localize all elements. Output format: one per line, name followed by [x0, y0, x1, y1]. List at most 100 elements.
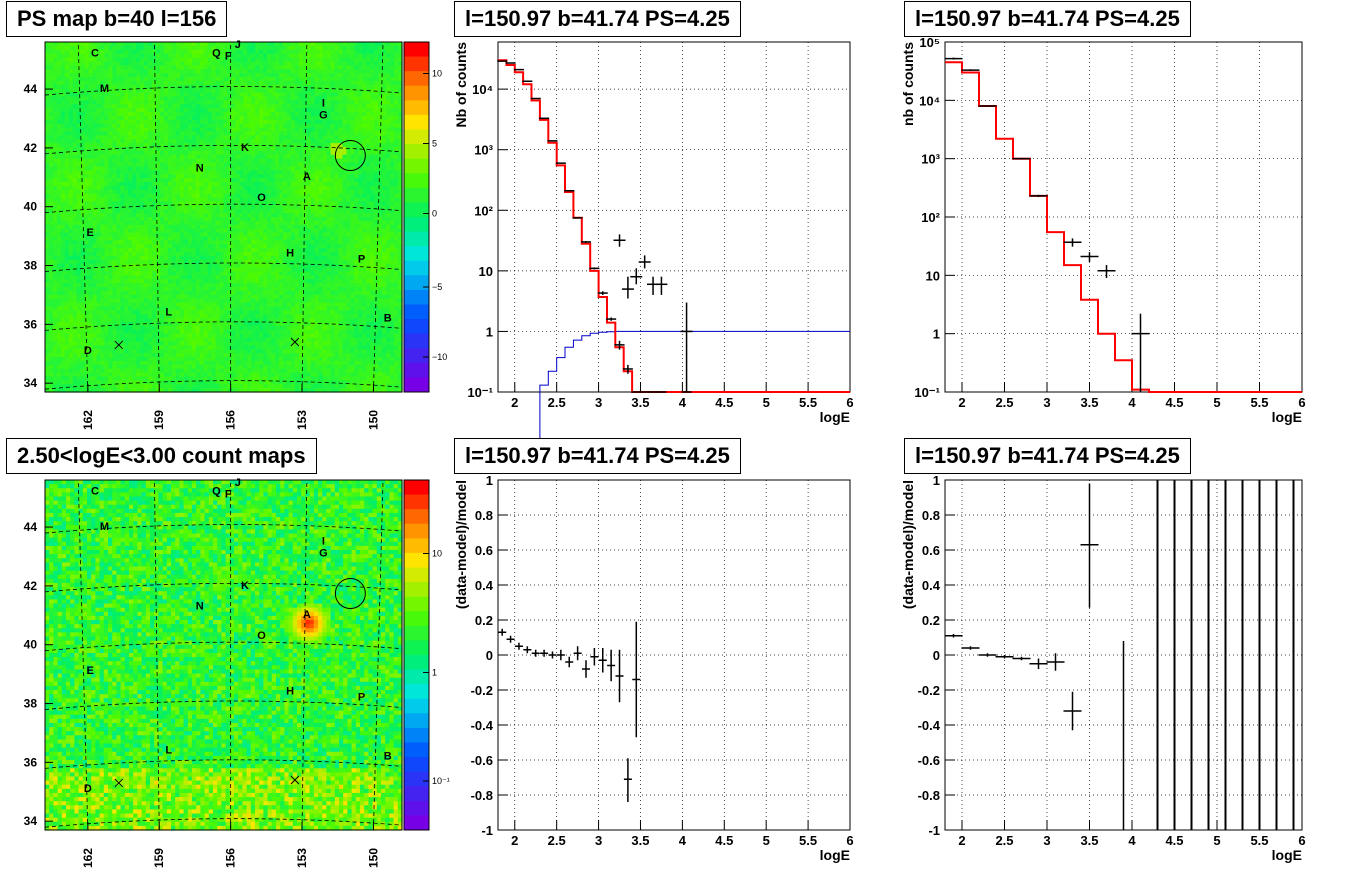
colorbar-segment [404, 246, 429, 262]
colorbar-segment [404, 217, 429, 233]
ps-map-title: PS map b=40 l=156 [6, 1, 228, 37]
spectrum-alt-title: l=150.97 b=41.74 PS=4.25 [904, 1, 1191, 37]
x-tick-label: 4.5 [715, 395, 733, 410]
colorbar-segment [404, 669, 429, 685]
source-label-I: I [322, 98, 325, 110]
x-tick-label: 3 [1043, 833, 1050, 848]
source-label-C: C [91, 48, 99, 60]
source-label-G: G [319, 109, 328, 121]
map-x-tick-label: 153 [295, 848, 309, 868]
model-curve [498, 59, 850, 393]
source-label-M: M [100, 83, 109, 95]
colorbar-tick-label: 0 [432, 209, 437, 219]
source-label-N: N [196, 162, 204, 174]
y-tick-label: 10⁻¹ [467, 385, 493, 400]
source-label-G: G [319, 547, 328, 559]
spectrum-alt-panel: 2 2.5 3 3.5 4 4.5 5 5.5 6 10⁻¹ 1 10 10² 10³ 10⁴ 10⁵ logE… [900, 35, 1306, 425]
colorbar-segment [404, 377, 429, 393]
spectrum-alt-xlabel: logE [1272, 409, 1302, 425]
x-tick-label: 6 [1298, 395, 1305, 410]
graticule-lat-line [44, 524, 403, 534]
x-tick-label: 3 [595, 395, 602, 410]
y-tick-label: 0.8 [922, 508, 940, 523]
source-label-J: J [235, 39, 241, 51]
map-y-tick-label: 34 [24, 376, 38, 390]
graticule-lon-line [373, 41, 384, 393]
y-tick-label: -0.8 [918, 788, 940, 803]
y-tick-label: -0.6 [918, 753, 940, 768]
x-tick-label: 2 [511, 833, 518, 848]
spectrum-main-frame [497, 41, 851, 393]
source-label-C: C [91, 486, 99, 498]
colorbar-segment [404, 56, 429, 72]
map-y-tick-label: 42 [24, 579, 38, 593]
colorbar-segment [404, 304, 429, 320]
count-map-frame [44, 479, 403, 831]
graticule-lat-line [44, 759, 403, 769]
x-tick-label: 5.5 [1250, 395, 1268, 410]
x-tick-label: 5 [763, 395, 770, 410]
colorbar-segment [404, 42, 429, 58]
colorbar-segment [404, 362, 429, 378]
y-tick-label: 10² [921, 210, 940, 225]
cross-marker [290, 775, 300, 785]
map-x-tick-label: 159 [152, 848, 166, 868]
colorbar-segment [404, 231, 429, 247]
colorbar-segment [404, 655, 429, 671]
colorbar-segment [404, 187, 429, 203]
source-label-E: E [87, 665, 94, 677]
colorbar-segment [404, 684, 429, 700]
y-tick-label: -0.2 [471, 683, 493, 698]
source-label-K: K [241, 580, 249, 592]
graticule-lat-line [44, 380, 403, 390]
cross-marker [114, 340, 124, 350]
ps-map-pixels [45, 42, 403, 393]
y-tick-label: -1 [481, 823, 493, 838]
y-tick-label: 1 [933, 327, 940, 342]
graticule-lat-line [44, 321, 403, 331]
y-tick-label: 0.2 [922, 613, 940, 628]
x-tick-label: 5.5 [799, 395, 817, 410]
map-y-tick-label: 38 [24, 259, 38, 273]
map-x-tick-label: 159 [152, 410, 166, 430]
residual-main-grid [498, 479, 851, 831]
count-colorbar: 10 1 10⁻¹ [403, 479, 450, 831]
x-tick-label: 3.5 [1080, 395, 1098, 410]
map-y-tick-label: 36 [24, 755, 38, 769]
x-tick-label: 3 [1043, 395, 1050, 410]
colorbar-segment [404, 100, 429, 116]
y-tick-label: -1 [928, 823, 940, 838]
x-tick-label: 2 [958, 833, 965, 848]
colorbar-segment [404, 129, 429, 145]
colorbar-tick-label: 5 [432, 139, 437, 149]
colorbar-segment [404, 582, 429, 598]
colorbar-tick-label: −10 [432, 352, 447, 362]
source-label-B: B [384, 312, 392, 324]
graticule-lon-line [154, 479, 160, 831]
colorbar-tick-label: 10 [432, 69, 442, 79]
count-map-title: 2.50<logE<3.00 count maps [6, 438, 317, 474]
colorbar-segment [404, 480, 429, 496]
graticule-lat-line [44, 86, 403, 96]
colorbar-segment [404, 85, 429, 101]
y-tick-label: -0.6 [471, 753, 493, 768]
colorbar-segment [404, 757, 429, 773]
residual-main-xlabel: logE [820, 847, 850, 863]
residual-alt-xlabel: logE [1272, 847, 1302, 863]
target-circle [334, 578, 366, 610]
source-label-K: K [241, 142, 249, 154]
model-curve [945, 61, 1302, 393]
spectrum-main-panel: 2 2.5 3 3.5 4 4.5 5 5.5 6 10⁻¹ 1 10 10² 10³ 10⁴ logE Nb … [453, 41, 854, 454]
x-tick-label: 5.5 [1250, 833, 1268, 848]
source-label-H: H [286, 686, 294, 698]
map-y-tick-label: 36 [24, 317, 38, 331]
y-tick-label: 0.2 [475, 613, 493, 628]
colorbar-segment [404, 538, 429, 554]
y-tick-label: 0.4 [475, 578, 494, 593]
graticule-lat-line [44, 641, 403, 652]
colorbar-segment [404, 260, 429, 276]
source-label-H: H [286, 248, 294, 260]
colorbar-frame [403, 479, 430, 831]
colorbar-tick-label: −5 [432, 282, 442, 292]
graticule-lon-line [301, 41, 308, 393]
